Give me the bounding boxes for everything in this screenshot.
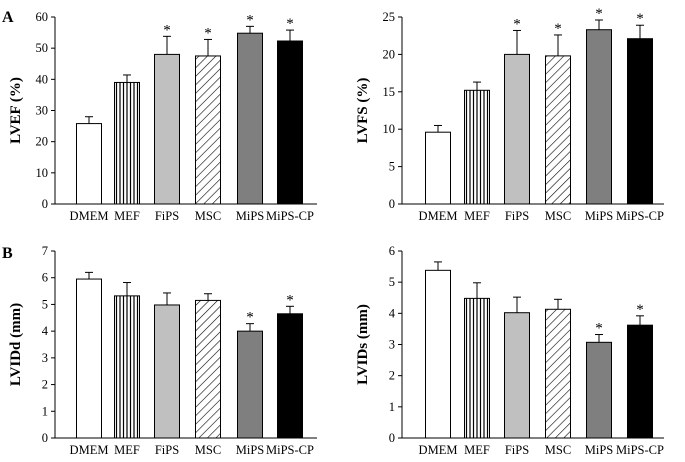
y-tick-label: 5 xyxy=(389,275,395,289)
significance-marker: * xyxy=(246,12,254,28)
y-tick-label: 10 xyxy=(383,122,396,136)
category-label: MEF xyxy=(464,443,490,457)
y-tick-label: 30 xyxy=(36,104,49,118)
bar xyxy=(586,341,612,439)
category-label: MiPS-CP xyxy=(616,209,664,223)
bar xyxy=(277,313,303,439)
category-label: MiPS-CP xyxy=(266,209,314,223)
y-axis-label: LVFS (%) xyxy=(355,78,371,144)
bar xyxy=(504,312,530,439)
lvef-chart: 0 10 20 30 40 50 60 LVEF (%) DMEM MEF * FiPS * MSC * Mi… xyxy=(8,10,317,223)
bar xyxy=(464,89,490,205)
category-label: MiPS-CP xyxy=(616,443,664,457)
y-tick-label: 5 xyxy=(42,297,48,311)
category-label: DMEM xyxy=(70,209,109,223)
category-label: MSC xyxy=(195,443,221,457)
bar xyxy=(114,81,140,205)
y-tick-label: 40 xyxy=(36,72,49,86)
category-label: MEF xyxy=(114,443,140,457)
bar xyxy=(237,32,263,205)
y-tick-label: 4 xyxy=(42,324,49,338)
bar xyxy=(586,29,612,205)
category-label: MSC xyxy=(195,209,221,223)
category-label: MiPS xyxy=(585,209,614,223)
y-axis-label: LVEF (%) xyxy=(8,77,24,144)
y-tick-label: 0 xyxy=(42,197,48,211)
y-tick-label: 6 xyxy=(389,244,395,258)
category-label: FiPS xyxy=(155,209,179,223)
y-tick-label: 1 xyxy=(389,400,395,414)
y-tick-label: 5 xyxy=(389,160,395,174)
significance-marker: * xyxy=(554,21,562,37)
significance-marker: * xyxy=(204,25,212,41)
category-label: MiPS xyxy=(585,443,614,457)
significance-marker: * xyxy=(513,16,521,32)
y-tick-label: 10 xyxy=(36,166,49,180)
y-tick-label: 4 xyxy=(389,306,396,320)
bar xyxy=(425,131,451,205)
significance-marker: * xyxy=(636,302,644,318)
significance-marker: * xyxy=(246,310,254,326)
lvfs-chart: 0 5 10 15 20 25 LVFS (%) DMEM MEF * FiPS * MSC * MiPS *… xyxy=(355,6,664,223)
y-tick-label: 7 xyxy=(42,244,48,258)
category-label: MiPS xyxy=(236,209,265,223)
bar xyxy=(114,295,140,439)
category-label: DMEM xyxy=(70,443,109,457)
y-tick-label: 20 xyxy=(36,135,49,149)
y-axis-label: LVIDd (mm) xyxy=(8,303,24,386)
y-tick-label: 3 xyxy=(42,351,48,365)
y-tick-label: 25 xyxy=(383,10,396,24)
y-tick-label: 15 xyxy=(383,85,396,99)
y-tick-label: 6 xyxy=(42,271,48,285)
bar xyxy=(627,38,653,205)
bar xyxy=(76,123,102,205)
bar xyxy=(425,269,451,439)
lvids-chart: 0 1 2 3 4 5 6 LVIDs (mm) DMEM MEF FiPS MSC * MiPS * MiP… xyxy=(355,244,664,457)
y-tick-label: 2 xyxy=(42,378,48,392)
y-tick-label: 20 xyxy=(383,47,396,61)
bar xyxy=(237,330,263,439)
bar xyxy=(277,40,303,205)
bar xyxy=(195,299,221,439)
category-label: FiPS xyxy=(155,443,179,457)
y-tick-label: 60 xyxy=(36,10,49,24)
bar xyxy=(154,53,180,205)
y-tick-label: 0 xyxy=(42,431,48,445)
bar xyxy=(627,324,653,439)
y-tick-label: 2 xyxy=(389,369,395,383)
y-tick-label: 0 xyxy=(389,431,395,445)
bar xyxy=(195,55,221,205)
panel-label-a: A xyxy=(2,9,14,26)
category-label: DMEM xyxy=(419,209,458,223)
category-label: MEF xyxy=(114,209,140,223)
y-axis-label: LVIDs (mm) xyxy=(355,304,371,385)
y-tick-label: 0 xyxy=(389,197,395,211)
bar xyxy=(154,304,180,439)
y-tick-label: 50 xyxy=(36,41,49,55)
significance-marker: * xyxy=(595,321,603,337)
significance-marker: * xyxy=(286,292,294,308)
significance-marker: * xyxy=(595,6,603,22)
lvidd-chart: 0 1 2 3 4 5 6 7 LVIDd (mm) DMEM MEF FiPS MSC * MiPS * Mi… xyxy=(8,244,317,457)
y-tick-label: 1 xyxy=(42,404,48,418)
bar xyxy=(76,278,102,439)
bar xyxy=(545,308,571,439)
significance-marker: * xyxy=(286,16,294,32)
category-label: MiPS xyxy=(236,443,265,457)
category-label: DMEM xyxy=(419,443,458,457)
category-label: MEF xyxy=(464,209,490,223)
category-label: MSC xyxy=(545,443,571,457)
category-label: MSC xyxy=(545,209,571,223)
category-label: FiPS xyxy=(505,209,529,223)
bar xyxy=(545,55,571,205)
bar xyxy=(464,297,490,439)
category-label: FiPS xyxy=(505,443,529,457)
significance-marker: * xyxy=(163,22,171,38)
y-tick-label: 3 xyxy=(389,338,395,352)
bar xyxy=(504,53,530,205)
category-label: MiPS-CP xyxy=(266,443,314,457)
panel-label-b: B xyxy=(2,245,13,262)
significance-marker: * xyxy=(636,11,644,27)
